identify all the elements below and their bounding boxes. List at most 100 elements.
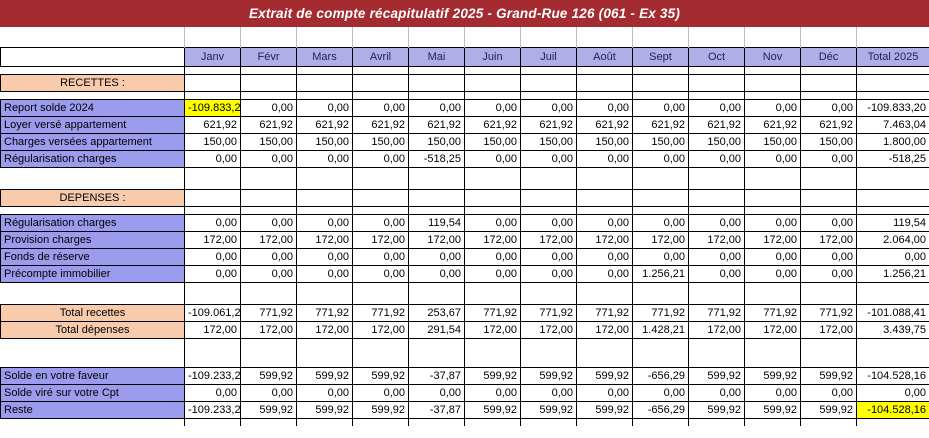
row-label[interactable]: Loyer versé appartement [0,116,185,134]
value-cell[interactable]: 771,92 [744,304,801,322]
highlighted-cell[interactable]: -104.528,16 [856,401,929,419]
value-cell[interactable]: 0,00 [464,265,521,283]
value-cell[interactable]: 771,92 [576,304,633,322]
value-cell[interactable]: 0,00 [688,384,745,402]
row-label[interactable]: Report solde 2024 [0,99,185,117]
row-label[interactable]: Solde viré sur votre Cpt [0,384,185,402]
column-header[interactable]: Déc [800,47,857,67]
value-cell[interactable]: 0,00 [520,214,577,232]
value-cell[interactable]: 0,00 [744,150,801,168]
empty-cell[interactable] [240,74,297,92]
empty-cell[interactable] [296,74,353,92]
value-cell[interactable]: 0,00 [632,248,689,266]
value-cell[interactable]: 0,00 [744,248,801,266]
value-cell[interactable]: 172,00 [744,231,801,249]
value-cell[interactable]: 172,00 [352,321,409,339]
value-cell[interactable]: -109.833,20 [856,99,929,117]
empty-cell[interactable] [184,189,241,207]
value-cell[interactable]: 172,00 [464,321,521,339]
value-cell[interactable]: 0,00 [800,384,857,402]
value-cell[interactable]: 0,00 [352,150,409,168]
column-header[interactable]: Oct [688,47,745,67]
value-cell[interactable]: 621,92 [576,116,633,134]
empty-cell[interactable] [408,189,465,207]
value-cell[interactable]: 621,92 [184,116,241,134]
value-cell[interactable]: 150,00 [800,133,857,151]
value-cell[interactable]: 621,92 [296,116,353,134]
value-cell[interactable]: 150,00 [296,133,353,151]
value-cell[interactable]: 0,00 [464,384,521,402]
value-cell[interactable]: 621,92 [800,116,857,134]
value-cell[interactable]: 599,92 [576,367,633,385]
value-cell[interactable]: 0,00 [184,248,241,266]
value-cell[interactable]: 150,00 [240,133,297,151]
value-cell[interactable]: -37,87 [408,367,465,385]
value-cell[interactable]: 599,92 [240,401,297,419]
value-cell[interactable]: 0,00 [576,150,633,168]
value-cell[interactable]: 0,00 [688,150,745,168]
value-cell[interactable]: 253,67 [408,304,465,322]
value-cell[interactable]: 0,00 [240,384,297,402]
value-cell[interactable]: 172,00 [632,231,689,249]
value-cell[interactable]: 172,00 [800,231,857,249]
value-cell[interactable]: 0,00 [296,265,353,283]
value-cell[interactable]: 0,00 [464,150,521,168]
value-cell[interactable]: 0,00 [800,265,857,283]
column-header[interactable]: Sept [632,47,689,67]
corner-cell[interactable] [0,47,185,67]
value-cell[interactable]: 0,00 [856,384,929,402]
value-cell[interactable]: 172,00 [296,321,353,339]
value-cell[interactable]: 0,00 [352,265,409,283]
value-cell[interactable]: 150,00 [408,133,465,151]
empty-cell[interactable] [464,74,521,92]
value-cell[interactable]: 0,00 [520,265,577,283]
value-cell[interactable]: 0,00 [800,214,857,232]
value-cell[interactable]: 771,92 [520,304,577,322]
value-cell[interactable]: 0,00 [576,384,633,402]
empty-cell[interactable] [464,189,521,207]
column-header[interactable]: Total 2025 [856,47,929,67]
empty-cell[interactable] [856,189,929,207]
value-cell[interactable]: 0,00 [632,214,689,232]
value-cell[interactable]: -518,25 [408,150,465,168]
empty-cell[interactable] [576,74,633,92]
value-cell[interactable]: 0,00 [520,384,577,402]
value-cell[interactable]: 0,00 [408,99,465,117]
highlighted-cell[interactable]: -109.833,20 [184,99,241,117]
value-cell[interactable]: 150,00 [632,133,689,151]
row-label[interactable]: Solde en votre faveur [0,367,185,385]
value-cell[interactable]: 599,92 [744,401,801,419]
empty-cell[interactable] [352,74,409,92]
column-header[interactable]: Mars [296,47,353,67]
value-cell[interactable]: 0,00 [856,248,929,266]
value-cell[interactable]: -656,29 [632,367,689,385]
value-cell[interactable]: 599,92 [464,401,521,419]
value-cell[interactable]: 0,00 [688,214,745,232]
value-cell[interactable]: 0,00 [408,384,465,402]
value-cell[interactable]: 172,00 [576,231,633,249]
value-cell[interactable]: 621,92 [688,116,745,134]
value-cell[interactable]: 0,00 [744,384,801,402]
value-cell[interactable]: 599,92 [296,367,353,385]
value-cell[interactable]: 0,00 [576,214,633,232]
total-row-label[interactable]: Total recettes [0,304,185,322]
value-cell[interactable]: 172,00 [240,231,297,249]
value-cell[interactable]: 172,00 [520,231,577,249]
column-header[interactable]: Juil [520,47,577,67]
value-cell[interactable]: 771,92 [632,304,689,322]
value-cell[interactable]: 172,00 [800,321,857,339]
value-cell[interactable]: 1.256,21 [632,265,689,283]
value-cell[interactable]: 771,92 [296,304,353,322]
value-cell[interactable]: 599,92 [296,401,353,419]
value-cell[interactable]: 0,00 [464,99,521,117]
value-cell[interactable]: 599,92 [240,367,297,385]
empty-cell[interactable] [800,74,857,92]
value-cell[interactable]: 119,54 [408,214,465,232]
value-cell[interactable]: 621,92 [520,116,577,134]
empty-cell[interactable] [744,189,801,207]
value-cell[interactable]: 599,92 [464,367,521,385]
value-cell[interactable]: 1.428,21 [632,321,689,339]
value-cell[interactable]: 771,92 [240,304,297,322]
value-cell[interactable]: -109.233,28 [184,401,241,419]
value-cell[interactable]: 0,00 [240,248,297,266]
